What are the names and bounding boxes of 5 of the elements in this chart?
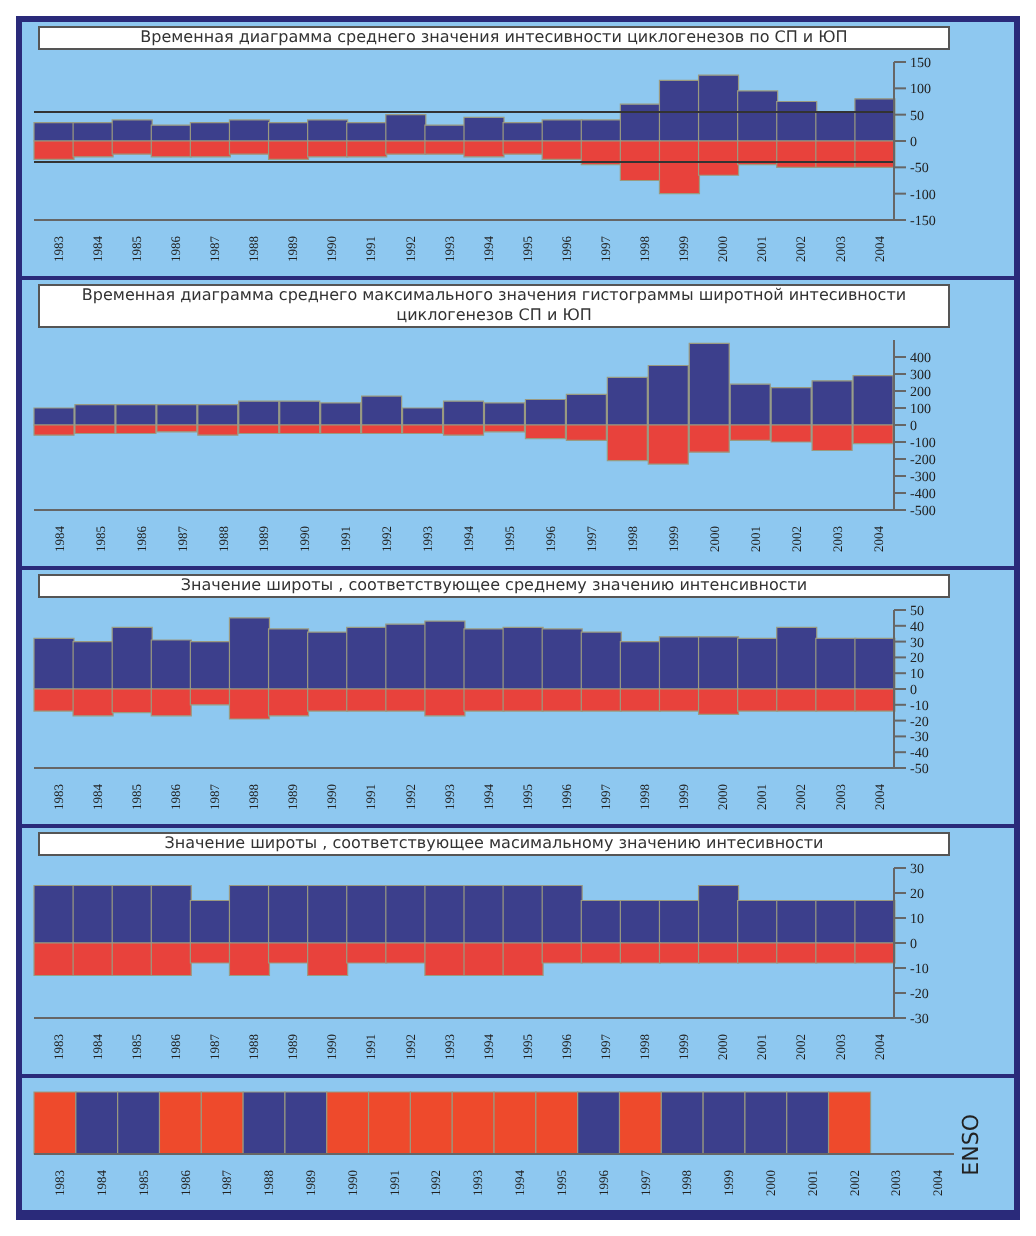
chart-title: Значение широты , соответствующее масимальному значению интесивности <box>38 832 950 856</box>
chart-title: Временная диаграмма среднего максимального значения гистограммы широтной интесивности циклогенезов СП и ЮП <box>38 284 950 328</box>
chart-title: Значение широты , соответствующее среднему значению интенсивности <box>38 574 950 598</box>
chart-title: Временная диаграмма среднего значения интесивности циклогенезов по СП и ЮП <box>38 26 950 50</box>
y-axis-title: ENSO <box>958 1113 984 1175</box>
